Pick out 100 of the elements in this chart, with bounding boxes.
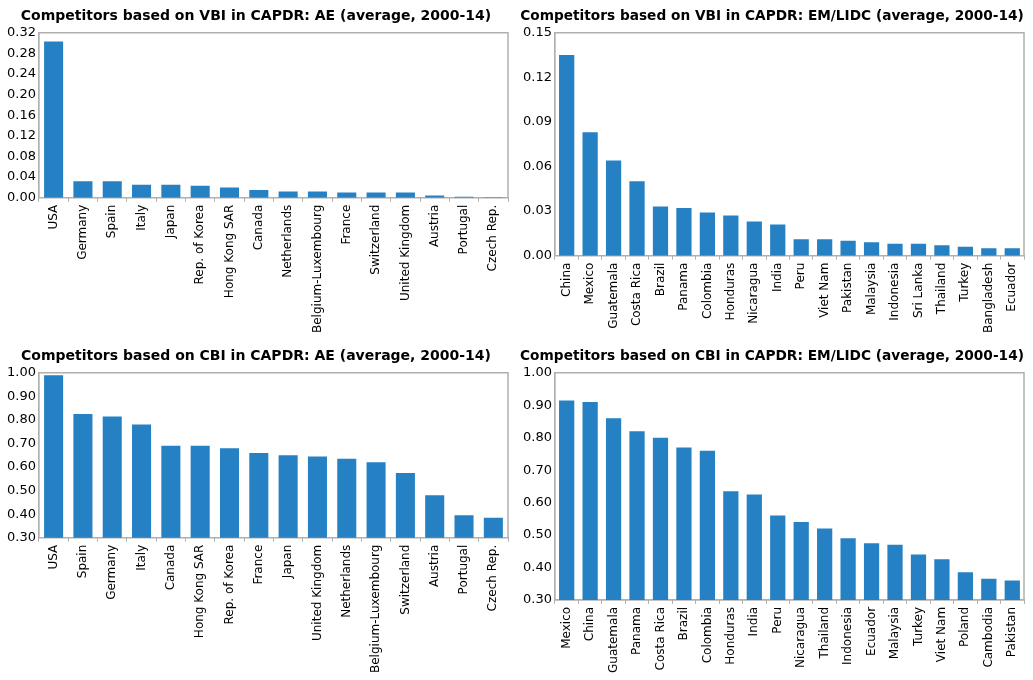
x-tick-label: Spain <box>104 204 119 239</box>
bar <box>73 181 93 198</box>
x-tick-label: Italy <box>133 204 148 231</box>
x-tick-label: Viet Nam <box>934 606 949 663</box>
y-tick-label: 0.40 <box>522 558 552 574</box>
x-tick-label: Portugal <box>456 544 471 595</box>
x-tick-label: Rep. of Korea <box>221 544 236 625</box>
x-tick-label: China <box>558 262 573 297</box>
y-tick-label: 0.12 <box>522 68 552 84</box>
bar <box>219 187 240 198</box>
x-tick-label: USA <box>45 543 60 570</box>
x-tick-label: Costa Rica <box>652 606 667 671</box>
x-tick-label: Guatemala <box>605 606 620 673</box>
y-tick-label: 0.24 <box>6 65 36 81</box>
x-tick-label: Canada <box>250 204 265 251</box>
bar <box>793 239 809 256</box>
x-tick-label: Viet Nam <box>816 262 831 318</box>
bar <box>582 132 598 256</box>
y-tick-label: 0.60 <box>6 458 36 474</box>
y-tick-label: 0.04 <box>6 168 36 184</box>
x-tick-label: Cambodia <box>980 606 995 668</box>
bar <box>605 160 622 256</box>
x-tick-label: Honduras <box>722 606 737 665</box>
x-tick-label: Thailand <box>934 262 949 316</box>
y-tick-label: 0.30 <box>522 591 552 607</box>
x-tick-label: Turkey <box>910 606 925 647</box>
x-tick-label: Brazil <box>676 606 691 641</box>
y-tick-label: 0.80 <box>522 429 552 445</box>
x-tick-label: Canada <box>162 544 177 591</box>
x-tick-label: Nicaragua <box>793 606 808 669</box>
x-tick-label: Czech Rep. <box>485 544 500 612</box>
y-tick-label: 0.20 <box>6 86 36 102</box>
x-tick-label: Rep. of Korea <box>192 204 207 285</box>
y-tick-label: 0.80 <box>6 411 36 427</box>
bar <box>699 212 716 256</box>
y-tick-label: 0.90 <box>522 396 552 412</box>
x-tick-label: Ecuador <box>863 606 878 656</box>
bar <box>629 181 645 256</box>
y-tick-label: 0.00 <box>6 189 36 205</box>
x-tick-label: Colombia <box>699 606 714 664</box>
x-tick-label: Spain <box>75 544 90 579</box>
bar <box>817 239 833 256</box>
x-tick-label: India <box>769 262 784 293</box>
x-tick-label: France <box>338 204 353 245</box>
bar <box>1004 248 1020 256</box>
chart-title: Competitors based on VBI in CAPDR: AE (average, 2000-14) <box>20 7 492 24</box>
x-tick-label: India <box>746 606 761 637</box>
bar <box>161 184 181 198</box>
bar <box>887 243 903 256</box>
x-tick-label: Brazil <box>652 262 667 297</box>
y-tick-label: 0.00 <box>522 247 552 263</box>
x-tick-label: Czech Rep. <box>485 204 500 272</box>
y-tick-label: 0.12 <box>6 127 36 143</box>
x-tick-label: Peru <box>769 606 784 634</box>
y-tick-label: 0.90 <box>6 387 36 403</box>
bar <box>981 248 997 256</box>
x-tick-label: Costa Rica <box>629 262 644 327</box>
x-tick-label: Pakistan <box>840 262 855 313</box>
y-tick-label: 1.00 <box>522 364 552 380</box>
x-tick-label: Austria <box>426 204 441 248</box>
x-tick-label: Sri Lanka <box>910 262 925 319</box>
x-tick-label: United Kingdom <box>397 204 412 302</box>
bar <box>132 184 152 198</box>
y-tick-label: 1.00 <box>6 364 36 380</box>
x-tick-label: Austria <box>426 544 441 588</box>
bar <box>190 185 210 198</box>
bar <box>249 189 269 198</box>
x-tick-label: Peru <box>793 262 808 290</box>
x-tick-label: Honduras <box>722 262 737 321</box>
y-tick-label: 0.08 <box>6 147 36 163</box>
bar <box>676 208 692 256</box>
bar <box>934 245 950 256</box>
x-tick-label: Malaysia <box>863 262 878 316</box>
x-tick-label: Hong Kong SAR <box>221 204 236 299</box>
x-tick-label: France <box>250 544 265 585</box>
x-tick-label: Belgium-Luxembourg <box>368 544 383 674</box>
x-tick-label: Japan <box>162 204 177 240</box>
x-tick-label: Ecuador <box>1004 262 1019 312</box>
x-tick-label: Portugal <box>456 204 471 255</box>
x-tick-label: Malaysia <box>887 606 902 660</box>
x-tick-label: China <box>582 606 597 642</box>
bar <box>102 181 122 198</box>
x-tick-label: Mexico <box>558 606 573 649</box>
x-tick-label: Guatemala <box>605 262 620 329</box>
x-tick-label: Switzerland <box>368 204 383 275</box>
x-tick-label: Panama <box>629 606 644 655</box>
x-tick-label: United Kingdom <box>309 544 324 642</box>
x-tick-label: Netherlands <box>338 544 353 618</box>
bar <box>863 242 880 256</box>
bar <box>770 224 786 256</box>
y-tick-label: 0.28 <box>6 44 36 60</box>
x-tick-label: Pakistan <box>1004 606 1019 658</box>
y-tick-label: 0.09 <box>522 113 552 129</box>
y-tick-label: 0.15 <box>522 24 552 40</box>
y-tick-label: 0.06 <box>522 157 552 173</box>
x-tick-label: Belgium-Luxembourg <box>309 204 324 334</box>
x-tick-label: Switzerland <box>397 544 412 615</box>
bar <box>44 41 64 198</box>
chart-title: Competitors based on VBI in CAPDR: EM/LIDC (average, 2000-14) <box>520 6 1024 24</box>
x-tick-label: Colombia <box>699 262 714 320</box>
